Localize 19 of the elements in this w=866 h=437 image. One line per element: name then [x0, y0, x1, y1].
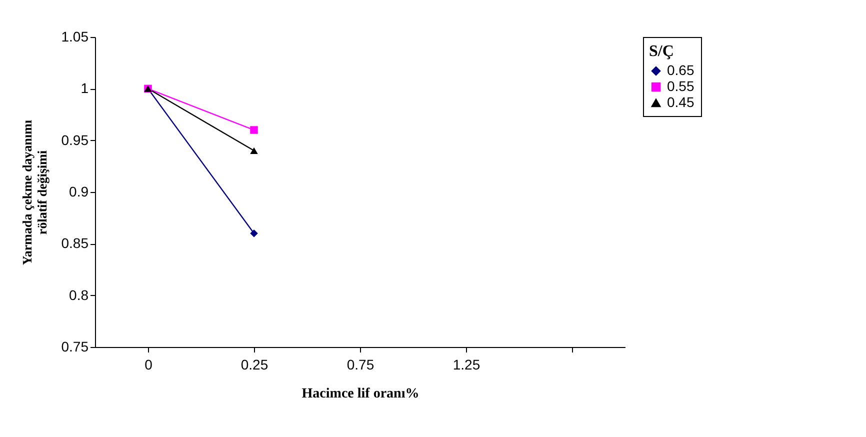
legend-title: S/Ç: [649, 43, 674, 60]
y-tick-label: 0.95: [61, 132, 89, 148]
x-tick-label: 0.25: [240, 356, 268, 372]
y-tick-label: 0.8: [69, 286, 89, 303]
legend-label: 0.65: [667, 62, 694, 78]
y-tick-label: 0.85: [61, 235, 89, 252]
point: [250, 229, 258, 238]
y-axis-title: Yarmada çekme dayanımı rölatif değişimi: [19, 120, 50, 266]
x-tick-label: 1.25: [452, 356, 480, 372]
legend-label: 0.45: [667, 94, 694, 110]
point: [250, 126, 258, 134]
x-tick-label: 0.75: [346, 356, 374, 372]
x-axis-title: Hacimce lif oranı%: [302, 386, 420, 402]
x-tick-label: 0: [144, 356, 153, 372]
legend-label: 0.55: [667, 78, 694, 94]
y-tick-label: 1.05: [61, 28, 89, 44]
y-tick-label: 1: [80, 80, 89, 96]
y-tick-label: 0.9: [69, 184, 89, 200]
y-tick-label: 0.75: [61, 338, 89, 354]
